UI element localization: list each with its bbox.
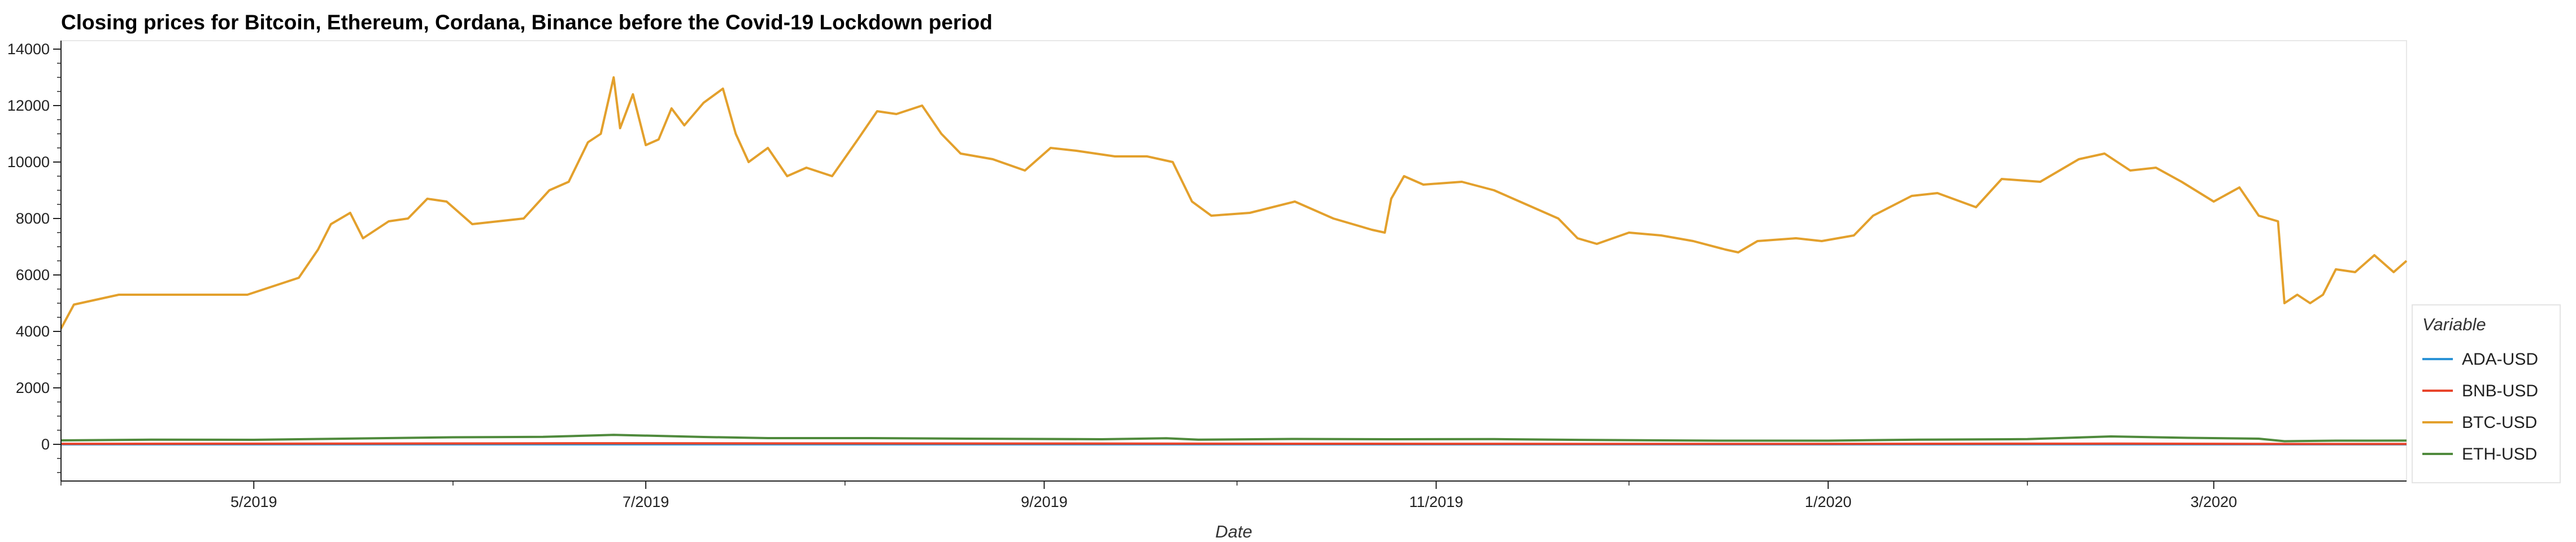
x-tick-label: 3/2020 <box>2190 493 2237 510</box>
y-tick-label: 12000 <box>7 97 50 114</box>
series-line-bnb-usd[interactable] <box>60 442 2407 445</box>
y-tick-label: 6000 <box>16 266 50 283</box>
plot-area[interactable] <box>60 40 2407 482</box>
x-axis-label: Date <box>1215 522 1252 541</box>
x-tick-label: 11/2019 <box>1409 493 1464 510</box>
y-tick-label: 14000 <box>7 41 50 58</box>
y-tick-label: 0 <box>41 436 50 453</box>
x-tick-label: 7/2019 <box>623 493 669 510</box>
x-tick-label: 1/2020 <box>1805 493 1852 510</box>
legend-label: ETH-USD <box>2462 445 2537 464</box>
legend-label: ADA-USD <box>2462 350 2538 369</box>
legend-item-eth-usd[interactable]: ETH-USD <box>2422 445 2537 464</box>
y-tick-label: 2000 <box>16 379 50 396</box>
y-tick-label: 4000 <box>16 323 50 340</box>
legend-label: BNB-USD <box>2462 382 2538 400</box>
legend-label: BTC-USD <box>2462 413 2537 432</box>
x-tick-label: 5/2019 <box>230 493 277 510</box>
y-tick-label: 8000 <box>16 210 50 227</box>
series-line-btc-usd[interactable] <box>60 76 2408 329</box>
axes-layer: 0 2000 4000 6000 8000 10000 12000 14000 5/2019 7/… <box>7 41 2407 510</box>
y-tick-label: 10000 <box>7 154 50 171</box>
x-tick-label: 9/2019 <box>1021 493 1068 510</box>
legend-item-btc-usd[interactable]: BTC-USD <box>2422 413 2537 432</box>
legend-item-ada-usd[interactable]: ADA-USD <box>2422 350 2538 369</box>
series-layer <box>60 76 2408 445</box>
legend[interactable]: Variable ADA-USD BNB-USD BTC-USD ETH-USD <box>2412 304 2561 483</box>
legend-title: Variable <box>2422 314 2486 334</box>
series-line-eth-usd[interactable] <box>60 434 2407 443</box>
legend-item-bnb-usd[interactable]: BNB-USD <box>2422 382 2538 400</box>
chart-title: Closing prices for Bitcoin, Ethereum, Co… <box>61 11 993 34</box>
